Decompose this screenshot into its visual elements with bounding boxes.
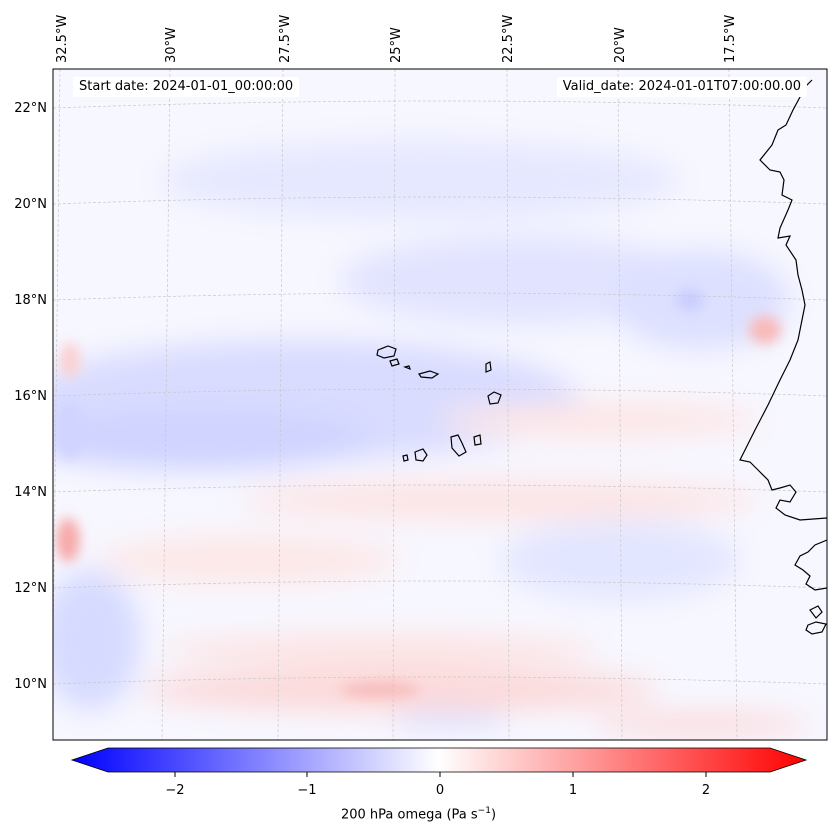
cape-verde-brava bbox=[402, 454, 409, 462]
colorbar-tick-label: 1 bbox=[569, 783, 577, 798]
lat-label: 14°N bbox=[14, 485, 47, 500]
lon-label: 22.5°W bbox=[501, 15, 516, 63]
guinea-islands bbox=[805, 605, 827, 635]
coastlines bbox=[376, 79, 827, 635]
cape-verde-santa-luzia bbox=[403, 365, 411, 371]
map-frame bbox=[52, 68, 828, 741]
cape-verde-boa-vista bbox=[487, 391, 502, 405]
lat-label: 10°N bbox=[14, 677, 47, 692]
lon-label: 32.5°W bbox=[55, 15, 70, 63]
lat-label: 20°N bbox=[14, 197, 47, 212]
start-date-label: Start date: 2024-01-01_00:00:00 bbox=[73, 77, 300, 97]
colorbar: −2 −1 0 1 2 bbox=[70, 747, 808, 798]
lon-label: 20°W bbox=[613, 27, 628, 63]
west-africa-coastline bbox=[739, 79, 827, 521]
lat-label: 16°N bbox=[14, 389, 47, 404]
lat-label: 18°N bbox=[14, 293, 47, 308]
colorbar-tick-label: −2 bbox=[165, 783, 184, 798]
map-gridlines bbox=[53, 69, 827, 740]
cape-verde-fogo bbox=[414, 448, 428, 462]
lon-label: 27.5°W bbox=[278, 15, 293, 63]
cape-verde-sao-nicolau bbox=[418, 370, 440, 379]
colorbar-label-end: ) bbox=[490, 807, 497, 823]
valid-date-label: Valid_date: 2024-01-01T07:00:00.00 bbox=[556, 77, 807, 97]
colorbar-label-main: 200 hPa omega (Pa s bbox=[340, 807, 478, 823]
lon-label: 17.5°W bbox=[723, 15, 738, 63]
cape-verde-santiago bbox=[450, 434, 467, 457]
colorbar-tick-label: 0 bbox=[436, 783, 444, 798]
colorbar-body bbox=[70, 747, 808, 773]
longitude-labels: 32.5°W 30°W 27.5°W 25°W 22.5°W 20°W 17.5… bbox=[55, 15, 738, 63]
lon-label: 25°W bbox=[389, 27, 404, 63]
cape-verde-santo-antao bbox=[376, 345, 397, 359]
cape-verde-sal bbox=[485, 361, 492, 373]
lat-label: 12°N bbox=[14, 581, 47, 596]
colorbar-ticks bbox=[174, 772, 707, 777]
colorbar-label: 200 hPa omega (Pa s−1) bbox=[0, 806, 837, 822]
omega-field bbox=[53, 69, 827, 740]
colorbar-tick-label: −1 bbox=[297, 783, 316, 798]
guinea-bissau-coast bbox=[794, 539, 827, 591]
latitude-labels: 22°N 20°N 18°N 16°N 14°N 12°N 10°N bbox=[14, 101, 47, 692]
cape-verde-sao-vicente bbox=[389, 358, 400, 367]
lat-label: 22°N bbox=[14, 101, 47, 116]
colorbar-tick-label: 2 bbox=[702, 783, 710, 798]
colorbar-label-exponent: −1 bbox=[477, 806, 491, 816]
cape-verde-maio bbox=[473, 434, 482, 446]
lon-label: 30°W bbox=[164, 27, 179, 63]
